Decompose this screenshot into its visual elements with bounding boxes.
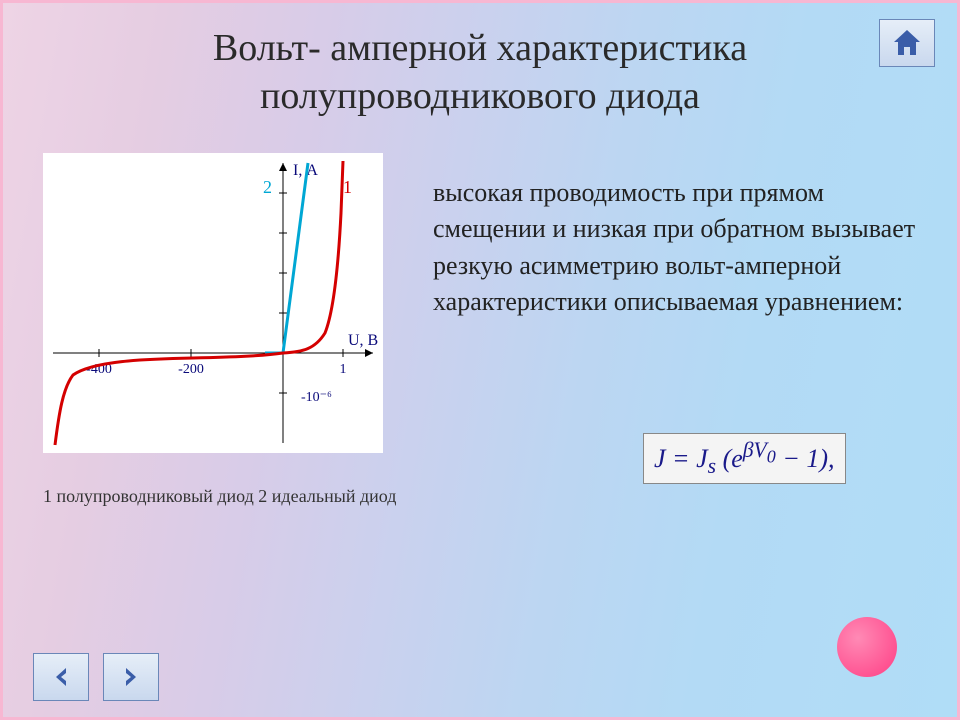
title-line-2: полупроводникового диода [260, 75, 700, 117]
prev-button[interactable] [33, 653, 89, 701]
series-real-label: 1 [343, 177, 352, 197]
home-button[interactable] [879, 19, 935, 67]
slide: Вольт- амперной характеристика полупрово… [0, 0, 960, 720]
equation: J = Js (eβV0 − 1), [643, 433, 846, 484]
equation-text: J = Js (eβV0 − 1), [654, 444, 835, 473]
chart-caption: 1 полупроводниковый диод 2 идеальный дио… [43, 485, 403, 508]
chevron-left-icon [50, 666, 72, 688]
next-button[interactable] [103, 653, 159, 701]
xtick-1: 1 [340, 362, 347, 377]
decorative-dot [837, 617, 897, 677]
slide-title: Вольт- амперной характеристика полупрово… [3, 25, 957, 120]
body-paragraph: высокая проводимость при прямом смещении… [433, 175, 923, 321]
home-icon [892, 30, 922, 56]
nav-bar [33, 653, 159, 701]
chevron-right-icon [120, 666, 142, 688]
iv-chart: -400 -200 1 -10⁻⁶ I, А U, В 2 1 [43, 153, 383, 453]
xlabel: U, В [348, 332, 378, 349]
title-line-1: Вольт- амперной характеристика [213, 27, 747, 69]
series-real [55, 161, 343, 445]
xtick-neg200: -200 [178, 362, 204, 377]
series-ideal-label: 2 [263, 177, 272, 197]
ytick-neg: -10⁻⁶ [301, 390, 332, 405]
